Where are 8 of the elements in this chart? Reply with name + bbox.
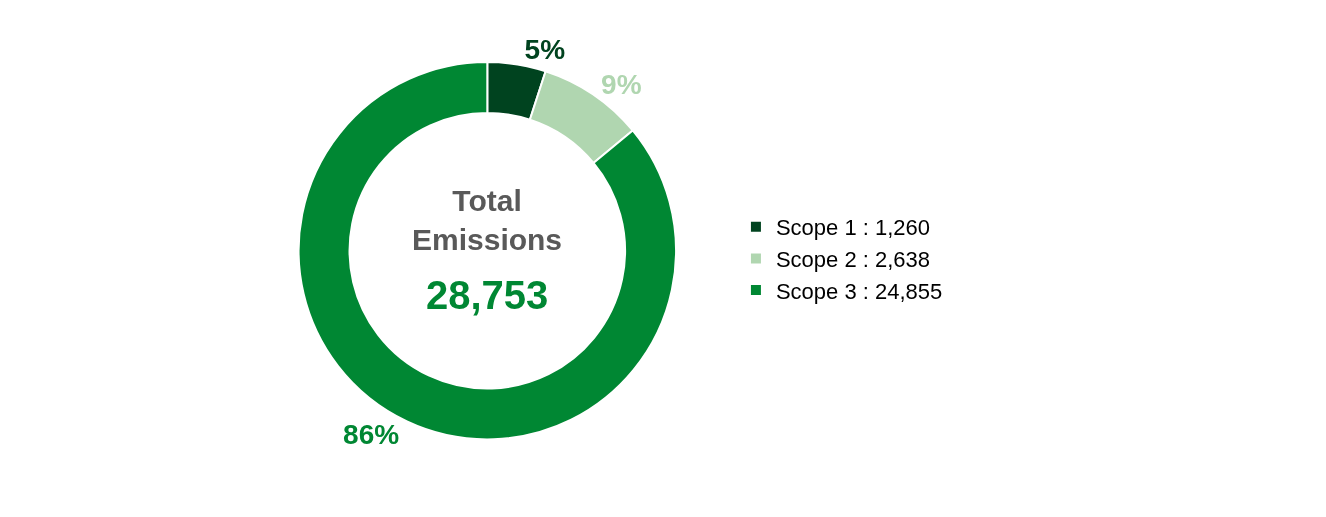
text: Total Emissions: [412, 184, 563, 256]
data-label: 9%: [601, 68, 642, 100]
legend-label: Scope 3 : 24,855: [775, 278, 943, 304]
data-label: 86%: [343, 418, 400, 450]
legend-label: Scope 1 : 1,260: [775, 215, 931, 241]
legend-label: Scope 2 : 2,638: [775, 246, 931, 272]
text: 28,753: [426, 273, 549, 317]
data-label: 5%: [524, 33, 566, 65]
